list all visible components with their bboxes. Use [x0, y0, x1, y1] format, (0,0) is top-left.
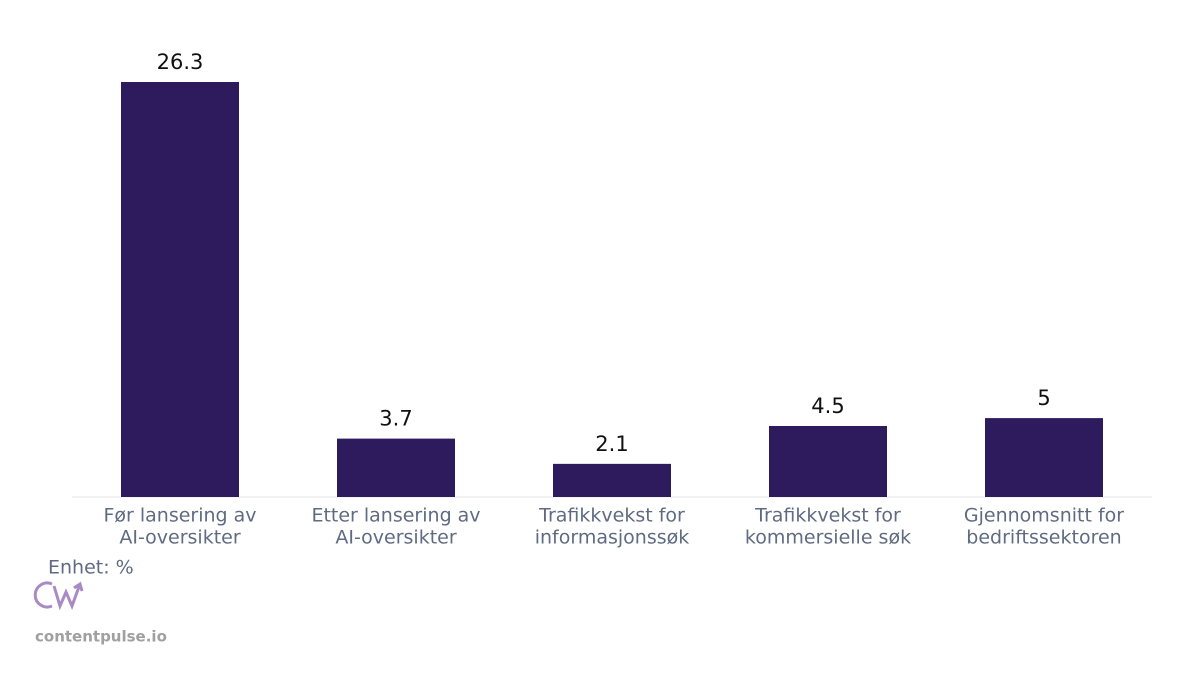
x-tick-label: Gjennomsnitt for — [964, 505, 1124, 527]
x-tick-label: bedriftssektoren — [966, 527, 1121, 549]
x-tick-label: informasjonssøk — [535, 527, 690, 549]
bar — [553, 463, 671, 497]
bar — [985, 418, 1103, 497]
x-tick-label: kommersielle søk — [745, 527, 911, 549]
value-label: 3.7 — [379, 407, 412, 431]
unit-note: Enhet: % — [48, 557, 134, 579]
x-tick-label: Etter lansering av — [311, 505, 480, 527]
x-tick-label: Før lansering av — [103, 505, 256, 527]
x-tick-label: Trafikkvekst for — [754, 505, 901, 527]
watermark: contentpulse.io — [35, 628, 167, 646]
bar — [121, 82, 239, 497]
x-tick-label: AI-oversikter — [119, 527, 240, 549]
value-label: 26.3 — [157, 50, 204, 74]
bar — [769, 425, 887, 497]
value-label: 5 — [1037, 386, 1050, 410]
bar — [337, 438, 455, 497]
x-tick-label: AI-oversikter — [335, 527, 456, 549]
value-label: 2.1 — [595, 432, 628, 456]
logo — [33, 581, 84, 611]
x-tick-label: Trafikkvekst for — [538, 505, 685, 527]
value-label: 4.5 — [811, 394, 844, 418]
